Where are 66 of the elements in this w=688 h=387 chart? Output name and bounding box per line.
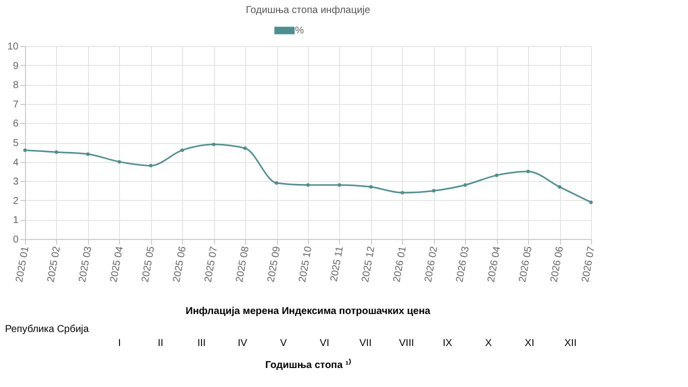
point [400,190,404,194]
point [338,183,342,187]
x-tick-label: 2026 06 [548,245,566,284]
point [432,189,436,192]
point [369,185,373,189]
text: II [158,338,164,349]
text: Република Србија [5,324,90,335]
y-tick-label: 1 [12,215,19,226]
text: XII [564,338,577,349]
y-tick-label: 4 [12,157,19,168]
text: XI [524,338,534,349]
point [149,164,153,168]
text: III [197,338,206,349]
x-tick-label: 2026 07 [580,245,598,284]
point [526,170,530,174]
x-tick-label: 2025 11 [328,245,346,282]
text: IX [442,338,453,349]
text: IV [238,338,248,349]
point [212,142,216,146]
y-tick-label: 6 [12,118,19,130]
x-tick-label: 2025 05 [140,245,158,284]
x-tick-label: 2025 06 [172,245,189,284]
text: Годишња стопа ¹⁾ [265,358,351,371]
x-tick-label: 2025 02 [46,245,63,284]
point [23,148,27,152]
legend-label: % [295,26,304,36]
x-tick-label: 2026 01 [392,245,409,284]
y-tick-label: 0 [12,234,19,246]
x-tick-label: 2026 03 [454,245,472,284]
point [306,183,310,187]
point [463,183,467,187]
text: VII [359,338,372,349]
chart-title: Годишња стопа инфлације [246,5,371,16]
x-tick-label: 2025 08 [234,245,252,284]
text: Инфлација мерена Индексима потрошачких цена [186,306,431,317]
text: VIII [398,338,414,349]
y-tick-label: 7 [12,99,19,110]
point [118,160,122,164]
x-tick-label: 2025 03 [77,245,94,284]
text: VI [320,338,330,349]
text: I [118,338,121,349]
x-tick-label: 2026 04 [486,245,504,284]
point [180,148,184,152]
point [274,181,278,185]
point [86,152,90,156]
point [558,185,562,189]
y-tick-label: 10 [7,42,19,52]
y-tick-label: 8 [12,80,19,92]
y-tick-label: 9 [12,60,19,72]
point [494,174,498,178]
x-tick-label: 2025 09 [266,245,284,284]
text: X [485,338,492,349]
x-tick-label: 2025 07 [202,245,220,284]
y-tick-label: 3 [12,176,19,188]
x-tick-label: 2025 10 [297,245,314,284]
x-tick-label: 2025 04 [108,245,126,284]
y-tick-label: 5 [12,138,19,149]
x-tick-label: 2026 05 [517,245,535,284]
y-tick-label: 2 [12,196,19,207]
x-tick-label: 2026 02 [423,245,440,284]
x-tick-label: 2025 12 [360,245,378,284]
x-tick-label: 2025 01 [14,245,32,284]
text: V [280,338,288,349]
point [243,146,247,150]
point [589,200,593,204]
point [54,150,58,154]
